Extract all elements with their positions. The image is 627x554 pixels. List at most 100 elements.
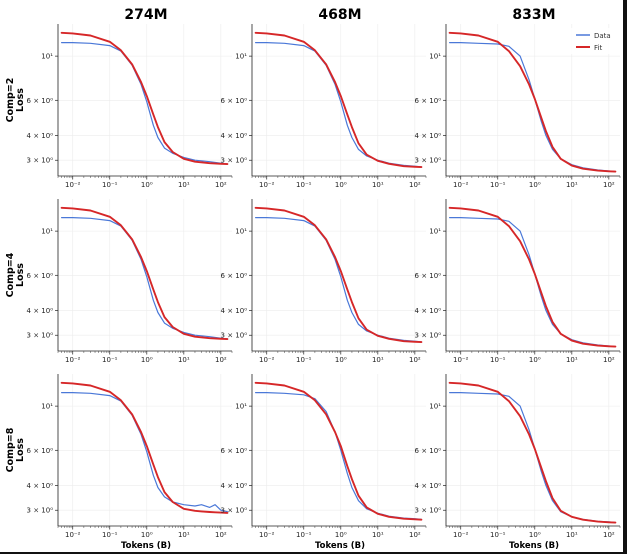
x-tick-label: 10⁻² xyxy=(259,181,275,189)
y-tick-label: 6 × 10⁰ xyxy=(221,447,248,455)
y-tick-label: 4 × 10⁰ xyxy=(221,132,248,140)
subplot-2-2: 10⁻² 10⁻¹ 10⁰ 10¹ 10² 10¹ 6 × 10⁰ 4 × 10⁰ 3 × 10… xyxy=(415,374,621,539)
x-tick-label: 10⁰ xyxy=(141,356,153,364)
x-tick-label: 10⁻¹ xyxy=(490,181,506,189)
fit-line-1-0 xyxy=(60,206,229,341)
x-tick-label: 10⁻² xyxy=(65,531,81,539)
y-tick-label: 10¹ xyxy=(429,228,441,236)
x-tick-label: 10¹ xyxy=(372,181,384,189)
y-tick-label: 10¹ xyxy=(235,53,247,61)
y-tick-label: 4 × 10⁰ xyxy=(27,482,54,490)
y-tick-label: 4 × 10⁰ xyxy=(415,307,442,315)
x-tick-label: 10¹ xyxy=(178,356,190,364)
x-tick-label: 10⁰ xyxy=(529,181,541,189)
y-tick-label: 6 × 10⁰ xyxy=(415,97,442,105)
y-tick-label: 6 × 10⁰ xyxy=(415,447,442,455)
y-tick-label: 10¹ xyxy=(41,403,53,411)
row-label-2-line1: Comp=8 xyxy=(5,427,16,472)
column-title-1: 468M xyxy=(318,7,361,23)
x-axis-label-2: Tokens (B) xyxy=(509,541,559,551)
x-tick-label: 10⁻¹ xyxy=(490,531,506,539)
y-tick-label: 4 × 10⁰ xyxy=(415,132,442,140)
y-tick-label: 4 × 10⁰ xyxy=(221,307,248,315)
subplot-0-2: 10⁻² 10⁻¹ 10⁰ 10¹ 10² 10¹ 6 × 10⁰ 4 × 10⁰ 3 × 10… xyxy=(415,24,621,189)
x-tick-label: 10⁻² xyxy=(65,181,81,189)
x-axis-label-1: Tokens (B) xyxy=(315,541,365,551)
row-label-0-line2: Loss xyxy=(15,88,26,112)
y-tick-label: 6 × 10⁰ xyxy=(221,272,248,280)
y-tick-label: 10¹ xyxy=(429,53,441,61)
y-tick-label: 3 × 10⁰ xyxy=(27,507,54,515)
y-tick-label: 3 × 10⁰ xyxy=(221,332,248,340)
x-tick-label: 10⁻¹ xyxy=(490,356,506,364)
fit-line-1-1 xyxy=(254,206,423,344)
x-tick-label: 10⁰ xyxy=(141,181,153,189)
x-tick-label: 10¹ xyxy=(566,181,578,189)
x-tick-label: 10⁻² xyxy=(453,356,469,364)
x-tick-label: 10⁰ xyxy=(335,356,347,364)
x-tick-label: 10⁰ xyxy=(529,356,541,364)
x-tick-label: 10¹ xyxy=(372,531,384,539)
x-tick-label: 10² xyxy=(409,531,421,539)
y-tick-label: 6 × 10⁰ xyxy=(27,272,54,280)
subplot-1-0: 10⁻² 10⁻¹ 10⁰ 10¹ 10² 10¹ 6 × 10⁰ 4 × 10⁰ 3 × 10… xyxy=(27,199,233,364)
x-tick-label: 10² xyxy=(409,356,421,364)
subplot-1-1: 10⁻² 10⁻¹ 10⁰ 10¹ 10² 10¹ 6 × 10⁰ 4 × 10⁰ 3 × 10… xyxy=(221,199,427,364)
data-line-0-2 xyxy=(449,41,617,173)
x-tick-label: 10⁰ xyxy=(335,531,347,539)
x-tick-label: 10² xyxy=(215,356,227,364)
y-tick-label: 10¹ xyxy=(235,403,247,411)
fit-line-2-2 xyxy=(448,381,617,524)
fit-line-2-1 xyxy=(254,381,423,521)
subplot-0-0: 10⁻² 10⁻¹ 10⁰ 10¹ 10² 10¹ 6 × 10⁰ 4 × 10⁰ 3 × 10… xyxy=(27,24,233,189)
x-tick-label: 10¹ xyxy=(178,531,190,539)
y-tick-label: 10¹ xyxy=(235,228,247,236)
data-line-2-2 xyxy=(449,392,617,524)
x-tick-label: 10⁻² xyxy=(453,181,469,189)
y-tick-label: 3 × 10⁰ xyxy=(415,507,442,515)
x-tick-label: 10⁻¹ xyxy=(296,181,312,189)
y-tick-label: 6 × 10⁰ xyxy=(27,447,54,455)
row-label-1-line2: Loss xyxy=(15,263,26,287)
y-tick-label: 10¹ xyxy=(41,228,53,236)
x-tick-label: 10⁻¹ xyxy=(102,181,118,189)
subplot-grid: 10⁻² 10⁻¹ 10⁰ 10¹ 10² 10¹ 6 × 10⁰ 4 × 10⁰ 3 × 10… xyxy=(27,24,621,539)
column-title-2: 833M xyxy=(512,7,555,23)
column-title-0: 274M xyxy=(124,7,167,23)
x-tick-label: 10⁰ xyxy=(335,181,347,189)
fit-line-0-2 xyxy=(448,31,617,173)
data-line-2-0 xyxy=(60,392,228,513)
x-tick-label: 10¹ xyxy=(372,356,384,364)
data-line-1-2 xyxy=(449,217,617,348)
subplot-1-2: 10⁻² 10⁻¹ 10⁰ 10¹ 10² 10¹ 6 × 10⁰ 4 × 10⁰ 3 × 10… xyxy=(415,199,621,364)
subplot-0-1: 10⁻² 10⁻¹ 10⁰ 10¹ 10² 10¹ 6 × 10⁰ 4 × 10⁰ 3 × 10… xyxy=(221,24,427,189)
row-label-2-line2: Loss xyxy=(15,438,26,462)
data-line-2-1 xyxy=(255,392,422,520)
subplot-2-0: 10⁻² 10⁻¹ 10⁰ 10¹ 10² 10¹ 6 × 10⁰ 4 × 10⁰ 3 × 10… xyxy=(27,374,233,539)
x-tick-label: 10⁻¹ xyxy=(102,356,118,364)
fit-line-0-0 xyxy=(60,31,229,166)
x-tick-label: 10¹ xyxy=(566,531,578,539)
x-tick-label: 10² xyxy=(603,356,615,364)
x-tick-label: 10⁻² xyxy=(65,356,81,364)
y-tick-label: 4 × 10⁰ xyxy=(27,307,54,315)
y-tick-label: 3 × 10⁰ xyxy=(221,507,248,515)
y-tick-label: 6 × 10⁰ xyxy=(415,272,442,280)
x-tick-label: 10¹ xyxy=(178,181,190,189)
legend: Data Fit xyxy=(570,28,620,54)
y-tick-label: 3 × 10⁰ xyxy=(221,157,248,165)
fit-line-1-2 xyxy=(448,206,617,348)
y-tick-label: 10¹ xyxy=(429,403,441,411)
x-tick-label: 10² xyxy=(603,181,615,189)
x-tick-label: 10⁻¹ xyxy=(102,531,118,539)
x-axis-label-0: Tokens (B) xyxy=(121,541,171,551)
x-tick-label: 10² xyxy=(215,531,227,539)
y-tick-label: 3 × 10⁰ xyxy=(27,157,54,165)
x-tick-label: 10⁰ xyxy=(141,531,153,539)
row-label-1-line1: Comp=4 xyxy=(5,252,16,297)
subplot-2-1: 10⁻² 10⁻¹ 10⁰ 10¹ 10² 10¹ 6 × 10⁰ 4 × 10⁰ 3 × 10… xyxy=(221,374,427,539)
y-tick-label: 4 × 10⁰ xyxy=(415,482,442,490)
y-tick-label: 3 × 10⁰ xyxy=(27,332,54,340)
